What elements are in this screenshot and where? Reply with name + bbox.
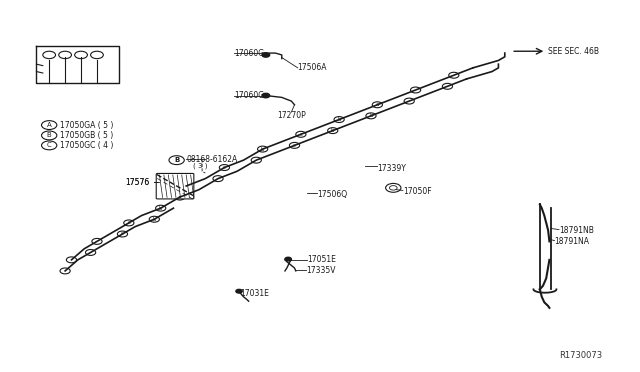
Circle shape: [285, 257, 291, 261]
Text: 17506A: 17506A: [298, 63, 327, 72]
FancyBboxPatch shape: [156, 173, 194, 199]
Text: ( 3 ): ( 3 ): [193, 163, 207, 169]
Text: 17576: 17576: [125, 178, 150, 187]
Text: 17050GB ( 5 ): 17050GB ( 5 ): [60, 131, 113, 140]
Text: b: b: [337, 117, 341, 122]
Text: b: b: [369, 113, 372, 118]
Text: 17051E: 17051E: [307, 255, 336, 264]
Circle shape: [236, 289, 243, 293]
Text: C: C: [47, 142, 52, 148]
Text: 08168-6162A: 08168-6162A: [186, 155, 237, 164]
Text: 17060G: 17060G: [234, 49, 264, 58]
Text: A: A: [47, 122, 52, 128]
Text: b: b: [152, 217, 156, 222]
Text: 17050F: 17050F: [403, 187, 431, 196]
Circle shape: [262, 93, 269, 98]
Text: 18791NB: 18791NB: [559, 226, 594, 235]
Text: b: b: [331, 128, 335, 133]
Text: R1730073: R1730073: [559, 351, 602, 360]
Text: c: c: [127, 221, 131, 225]
Text: b: b: [159, 206, 163, 211]
Text: 17339Y: 17339Y: [378, 164, 406, 173]
Text: 17031E: 17031E: [241, 289, 269, 298]
Text: B: B: [174, 157, 179, 163]
Text: c: c: [121, 231, 124, 237]
Text: B: B: [47, 132, 52, 138]
Text: a: a: [376, 102, 379, 107]
Text: 17506Q: 17506Q: [317, 190, 347, 199]
Text: 17270P: 17270P: [277, 111, 306, 121]
Text: 17060G: 17060G: [234, 91, 264, 100]
Text: SEE SEC. 46B: SEE SEC. 46B: [548, 47, 599, 56]
Text: 17335V: 17335V: [306, 266, 335, 275]
Text: 17050GC ( 4 ): 17050GC ( 4 ): [60, 141, 113, 150]
Text: c: c: [223, 165, 226, 170]
Text: 18791NA: 18791NA: [554, 237, 589, 246]
Circle shape: [262, 53, 269, 57]
Text: c: c: [300, 132, 302, 137]
Text: 17576: 17576: [125, 178, 150, 187]
Text: 17050GA ( 5 ): 17050GA ( 5 ): [60, 121, 113, 129]
Text: b: b: [261, 147, 264, 151]
Text: c: c: [293, 143, 296, 148]
